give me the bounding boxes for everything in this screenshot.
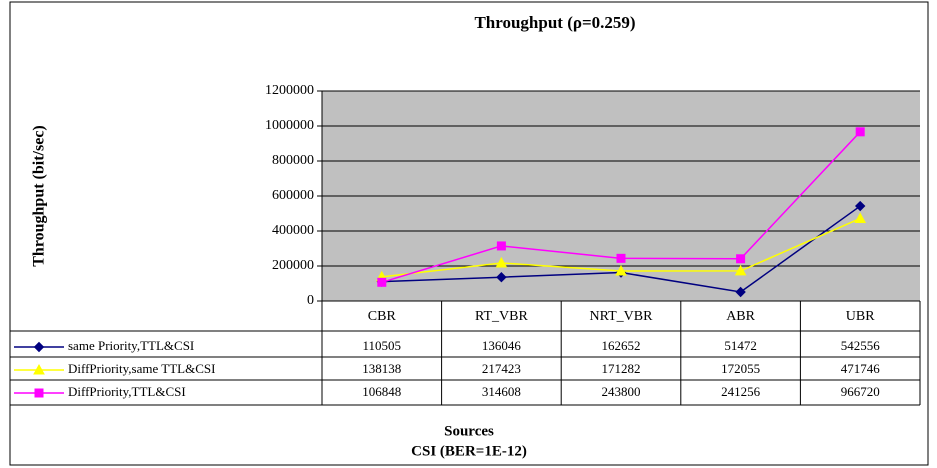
marker (615, 264, 627, 276)
legend-label: same Priority,TTL&CSI (68, 338, 194, 353)
chart-title: Throughput (ρ=0.259) (474, 13, 635, 32)
marker (735, 286, 746, 298)
table-value: 172055 (721, 361, 760, 376)
table-value: 966720 (841, 384, 880, 399)
y-tick-label: 0 (307, 293, 314, 308)
table-value: 471746 (841, 361, 881, 376)
marker (854, 212, 867, 223)
x-tick-label: CBR (368, 309, 397, 324)
marker (496, 271, 507, 283)
marker (616, 253, 626, 263)
legend-label: DiffPriority,same TTL&CSI (68, 361, 215, 376)
marker (855, 127, 865, 137)
y-tick-label: 600000 (272, 188, 314, 203)
y-tick-label: 1200000 (265, 83, 314, 98)
x-tick-label: UBR (846, 309, 875, 324)
table-value: 243800 (602, 384, 641, 399)
marker (736, 254, 746, 264)
legend-marker (33, 363, 45, 375)
table-value: 110505 (363, 338, 402, 353)
y-tick-label: 800000 (272, 153, 314, 168)
x-tick-label: RT_VBR (475, 309, 528, 324)
x-tick-label: NRT_VBR (590, 309, 654, 324)
table-value: 542556 (841, 338, 881, 353)
table-value: 162652 (602, 338, 641, 353)
marker (734, 264, 747, 276)
table-value: 106848 (362, 384, 401, 399)
y-tick-label: 400000 (272, 223, 314, 238)
marker (496, 241, 506, 251)
marker (854, 200, 866, 212)
marker (377, 277, 387, 287)
table-value: 136046 (482, 338, 522, 353)
table-value: 217423 (482, 361, 521, 376)
table-value: 138138 (362, 361, 401, 376)
y-axis-label: Throughput (bit/sec) (31, 125, 48, 267)
x-axis-label: Sources (444, 423, 494, 439)
y-tick-label: 200000 (272, 258, 314, 273)
marker (495, 256, 508, 268)
legend-marker (33, 341, 45, 353)
y-tick-label: 1000000 (265, 118, 314, 133)
legend-marker (34, 388, 44, 398)
annotation: CSI (BER=1E-12) (411, 443, 527, 459)
legend-label: DiffPriority,TTL&CSI (68, 384, 186, 399)
table-value: 51472 (724, 338, 757, 353)
table-value: 241256 (721, 384, 761, 399)
x-tick-label: ABR (726, 309, 755, 324)
table-value: 314608 (482, 384, 521, 399)
table-value: 171282 (602, 361, 641, 376)
